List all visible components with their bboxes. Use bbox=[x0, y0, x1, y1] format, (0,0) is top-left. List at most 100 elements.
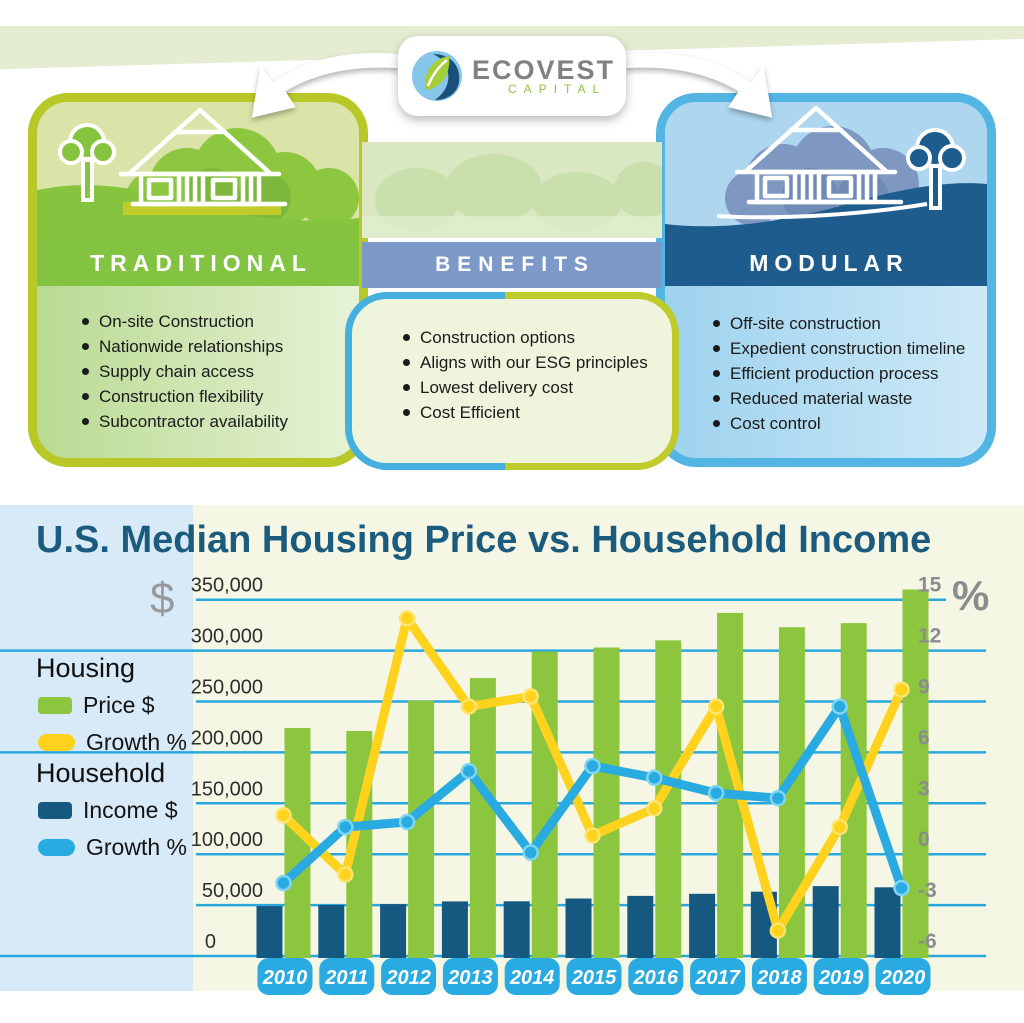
year-tab bbox=[813, 958, 869, 995]
household-income-bar bbox=[565, 898, 592, 958]
benefits-card: Construction options Aligns with our ESG … bbox=[345, 292, 679, 470]
modular-house-illustration bbox=[665, 102, 987, 240]
arrow-left-icon bbox=[251, 52, 400, 118]
data-point-dot bbox=[893, 681, 910, 698]
list-item: Efficient production process bbox=[713, 364, 987, 383]
list-item: Off-site construction bbox=[713, 314, 987, 333]
data-point-dot bbox=[522, 844, 539, 861]
traditional-card: TRADITIONAL On-site Construction Nationwi… bbox=[28, 93, 368, 467]
data-point-dot bbox=[831, 818, 848, 836]
left-axis-tick: 350,000 bbox=[191, 575, 263, 597]
housing-price-bar bbox=[408, 700, 435, 958]
year-label: 2014 bbox=[509, 967, 555, 989]
data-point-dot bbox=[337, 866, 354, 883]
list-item: Reduced material waste bbox=[713, 389, 987, 408]
legend-price-label: Price $ bbox=[83, 692, 155, 718]
modular-card: MODULAR Off-site construction Expedient c… bbox=[656, 93, 996, 467]
traditional-title: TRADITIONAL bbox=[90, 249, 312, 276]
year-tab bbox=[257, 958, 313, 995]
left-axis-tick: 0 bbox=[205, 931, 216, 953]
left-axis-tick: 50,000 bbox=[202, 880, 263, 902]
household-income-bar bbox=[812, 886, 839, 958]
benefits-photo bbox=[362, 142, 674, 238]
year-tab bbox=[628, 958, 684, 995]
data-point-dot bbox=[646, 800, 663, 817]
capital-wordmark: CAPITAL bbox=[508, 81, 607, 96]
housing-price-bar bbox=[593, 647, 620, 958]
leaf-logo-icon bbox=[412, 51, 462, 101]
household-income-bar bbox=[503, 901, 530, 958]
traditional-body: On-site Construction Nationwide relations… bbox=[37, 286, 359, 458]
year-label: 2017 bbox=[694, 967, 740, 989]
year-label: 2020 bbox=[880, 967, 926, 989]
benefits-title: BENEFITS bbox=[435, 253, 595, 276]
household-income-bar bbox=[627, 895, 654, 958]
benefits-card-border-green bbox=[505, 292, 679, 470]
right-axis-tick: 9 bbox=[918, 676, 930, 699]
right-axis-tick: -3 bbox=[918, 879, 937, 902]
list-item: Cost control bbox=[713, 414, 987, 433]
legend-price-swatch bbox=[38, 697, 72, 714]
legend-band bbox=[0, 505, 193, 991]
benefits-card-border-blue bbox=[345, 292, 506, 470]
year-label: 2016 bbox=[633, 967, 679, 989]
data-point-dot bbox=[831, 698, 848, 715]
left-axis-tick: 100,000 bbox=[191, 829, 263, 851]
modular-list: Off-site construction Expedient construct… bbox=[665, 286, 987, 433]
year-label: 2012 bbox=[385, 967, 431, 989]
data-point-dot bbox=[522, 688, 539, 705]
list-item: On-site Construction bbox=[82, 312, 359, 331]
year-label: 2018 bbox=[756, 967, 802, 989]
chart-canvas: 2010 2011 2012 2013 2014 2015 2016 2017 2018 2019… bbox=[0, 574, 986, 995]
modular-body: Off-site construction Expedient construct… bbox=[665, 286, 987, 458]
modular-header-strip: MODULAR bbox=[665, 240, 987, 286]
household-income-bar bbox=[318, 905, 345, 958]
data-point-dot bbox=[275, 874, 292, 892]
legend-income-label: Income $ bbox=[83, 797, 178, 823]
data-point-dot bbox=[707, 698, 725, 715]
legend-household-label: Household bbox=[36, 758, 166, 788]
legend-housing-label: Housing bbox=[36, 653, 136, 683]
data-point-dot bbox=[769, 922, 787, 939]
right-axis-tick: 12 bbox=[918, 625, 941, 648]
benefits-list: Construction options Aligns with our ESG … bbox=[403, 328, 648, 428]
benefits-header-strip: BENEFITS bbox=[362, 242, 662, 288]
year-label: 2010 bbox=[262, 967, 308, 989]
year-tab bbox=[751, 958, 807, 995]
list-item: Aligns with our ESG principles bbox=[403, 353, 648, 372]
household-income-bar bbox=[256, 906, 283, 958]
right-axis-tick: 6 bbox=[918, 726, 930, 749]
list-item: Supply chain access bbox=[82, 362, 359, 381]
list-item: Lowest delivery cost bbox=[403, 378, 648, 397]
right-axis-tick: 15 bbox=[918, 574, 942, 597]
data-point-dot bbox=[275, 806, 292, 824]
left-axis-tick: 250,000 bbox=[191, 677, 263, 699]
ecovest-wordmark: ECOVEST bbox=[472, 54, 616, 85]
right-axis-tick: 0 bbox=[918, 828, 930, 851]
list-item: Cost Efficient bbox=[403, 403, 648, 422]
year-label: 2011 bbox=[324, 967, 368, 989]
legend-income-swatch bbox=[38, 802, 72, 819]
modular-title: MODULAR bbox=[749, 249, 909, 276]
year-tab bbox=[504, 958, 560, 995]
legend-housing-growth-swatch bbox=[38, 734, 75, 751]
right-axis-tick: -6 bbox=[918, 930, 937, 953]
legend-household-growth-swatch bbox=[38, 839, 75, 856]
data-point-dot bbox=[769, 789, 787, 807]
year-tab bbox=[566, 958, 622, 995]
housing-growth-line bbox=[279, 613, 906, 936]
traditional-house-illustration bbox=[37, 102, 359, 240]
household-income-bar bbox=[689, 893, 716, 958]
right-axis-tick: 3 bbox=[918, 777, 930, 800]
year-tab bbox=[381, 958, 437, 995]
left-axis-tick: 300,000 bbox=[191, 626, 263, 648]
data-point-dot bbox=[337, 818, 354, 836]
traditional-list: On-site Construction Nationwide relations… bbox=[37, 286, 359, 431]
list-item: Nationwide relationships bbox=[82, 337, 359, 356]
data-point-dot bbox=[584, 827, 601, 844]
data-point-dot bbox=[893, 879, 910, 897]
legend-housing-growth-label: Growth % bbox=[86, 729, 187, 755]
dollar-axis-symbol: $ bbox=[150, 574, 175, 623]
data-point-dot bbox=[398, 610, 416, 627]
left-axis-tick: 200,000 bbox=[191, 727, 263, 749]
